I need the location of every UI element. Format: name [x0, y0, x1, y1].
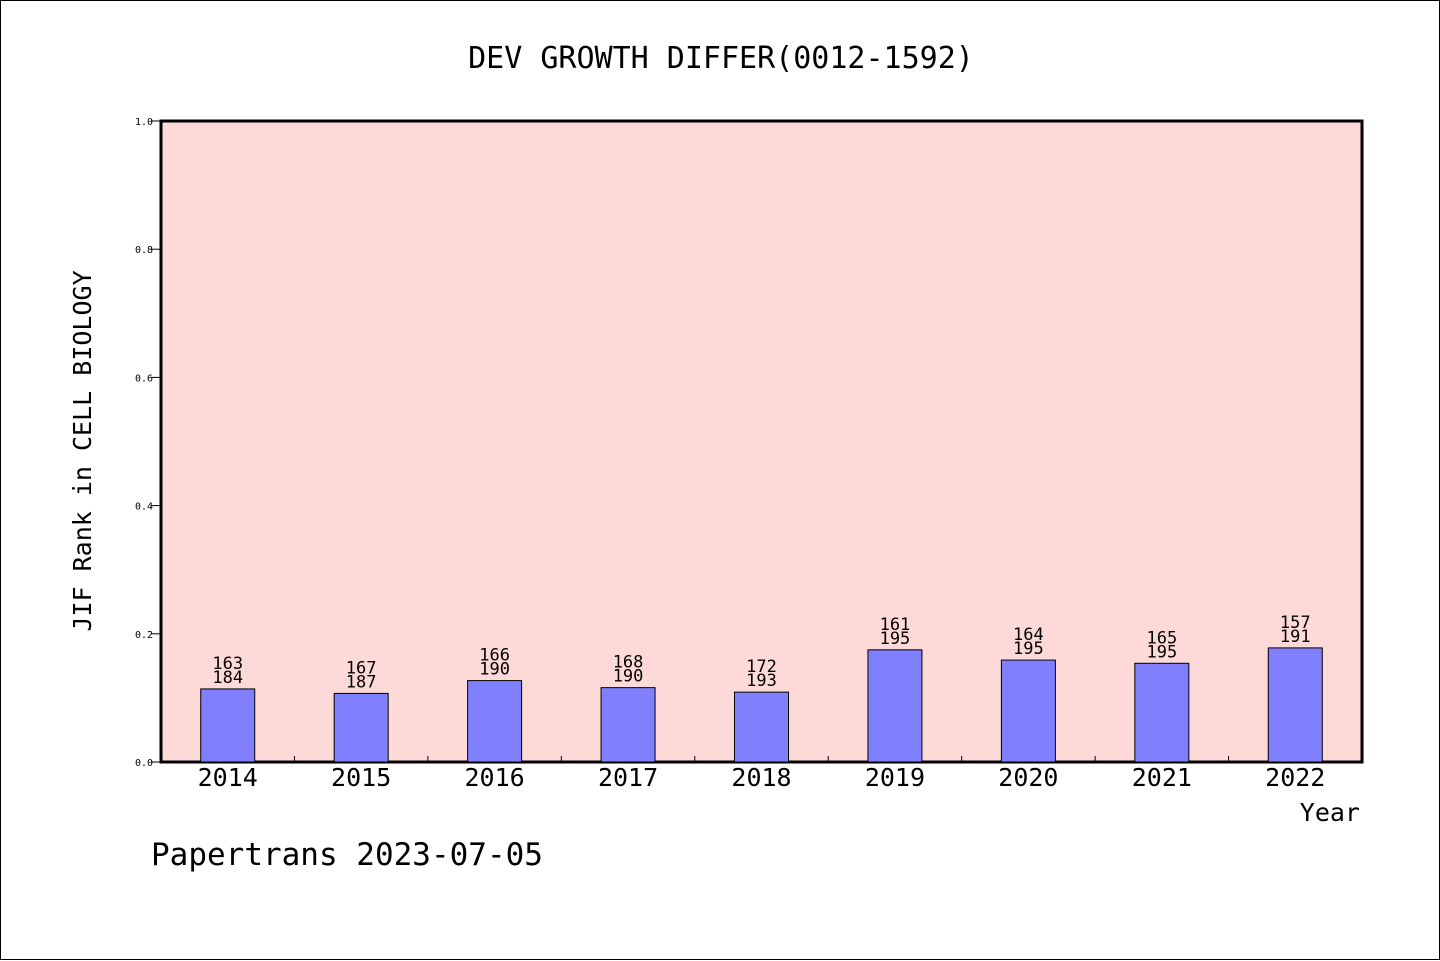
x-tick-label: 2021 [1132, 763, 1192, 792]
x-axis-label: Year [1300, 798, 1360, 827]
x-tick-label: 2014 [198, 763, 258, 792]
y-tick-label: 0.0 [135, 758, 153, 769]
y-tick-label: 0.2 [135, 630, 153, 641]
y-axis-ticks: 0.0 0.2 0.4 0.6 0.8 1.0 [135, 117, 161, 769]
bar-rank-label: 161 [880, 615, 911, 635]
bar-total-label: 195 [1146, 642, 1177, 662]
y-tick-label: 1.0 [135, 117, 153, 128]
x-tick-label: 2017 [598, 763, 658, 792]
bar-total-label: 195 [1013, 639, 1044, 659]
bar-rank-label: 164 [1013, 625, 1044, 645]
bar-2018 [734, 691, 789, 763]
bar-2019 [867, 649, 923, 763]
x-axis-ticks: 2014 2015 2016 2017 2018 2019 2020 2021 2022 [198, 756, 1325, 792]
bar-rank-label: 168 [613, 653, 644, 673]
bar-total-label: 190 [479, 660, 510, 680]
bar-rank-label: 165 [1146, 628, 1177, 648]
bar-rank-label: 172 [746, 657, 777, 677]
bar-total-label: 195 [880, 629, 911, 649]
y-axis-label: JIF Rank in CELL BIOLOGY [68, 270, 97, 631]
chart-title: DEV GROWTH DIFFER(0012-1592) [468, 41, 974, 76]
bar-total-label: 187 [346, 672, 377, 692]
y-tick-label: 0.8 [135, 245, 153, 256]
bar-total-label: 193 [746, 671, 777, 691]
x-tick-label: 2015 [331, 763, 391, 792]
bar-total-label: 191 [1280, 627, 1311, 647]
x-tick-label: 2016 [465, 763, 525, 792]
bar-2016 [467, 680, 523, 763]
x-tick-label: 2022 [1265, 763, 1325, 792]
bar-2017 [600, 687, 656, 763]
y-tick-label: 0.4 [135, 502, 153, 513]
bar-2022 [1267, 647, 1323, 763]
bar-total-label: 190 [613, 667, 644, 687]
footer-credit: Papertrans 2023-07-05 [151, 837, 543, 873]
bar-total-label: 184 [212, 668, 243, 688]
bar-2015 [333, 692, 389, 763]
bar-rank-label: 163 [212, 654, 243, 674]
bar-rank-label: 167 [346, 658, 377, 678]
x-tick-label: 2019 [865, 763, 925, 792]
bar-2021 [1134, 662, 1190, 763]
bar-rank-label: 157 [1280, 613, 1311, 633]
x-tick-label: 2020 [998, 763, 1058, 792]
bar-2020 [1000, 659, 1056, 763]
y-tick-label: 0.6 [135, 373, 153, 384]
bar-rank-label: 166 [479, 646, 510, 666]
bar-2014 [200, 688, 256, 763]
plot-area [159, 119, 1364, 764]
x-tick-label: 2018 [731, 763, 791, 792]
